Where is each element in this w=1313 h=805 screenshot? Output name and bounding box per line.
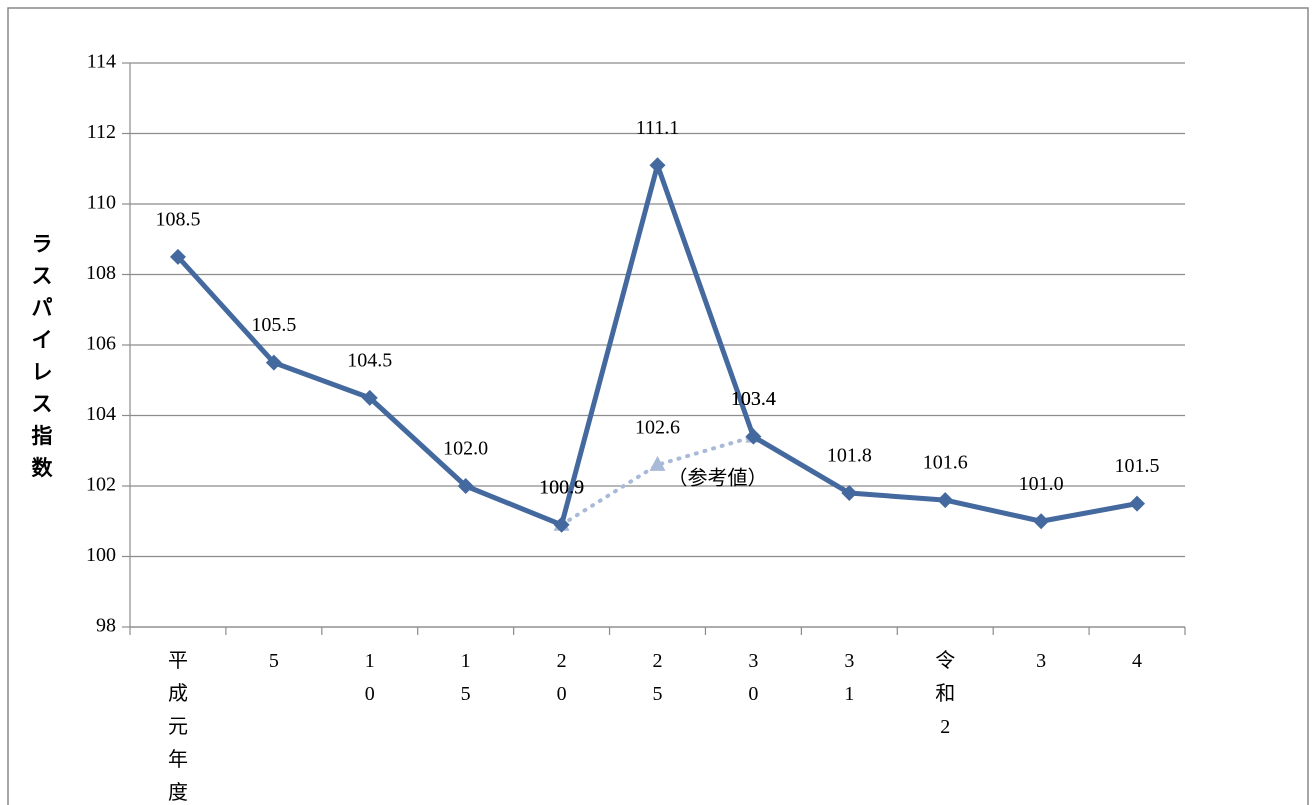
marker — [1129, 495, 1146, 512]
marker — [361, 389, 378, 406]
data-label: 100.9 — [539, 476, 584, 498]
data-label: 104.5 — [347, 349, 392, 371]
marker — [937, 492, 954, 509]
marker — [745, 428, 762, 445]
marker — [1033, 513, 1050, 530]
y-axis-title: ラスパイレス指数 — [32, 232, 54, 480]
data-label: 105.5 — [251, 314, 296, 336]
x-tick-label: 平成元年度 — [168, 650, 188, 804]
y-tick-label: 98 — [96, 615, 116, 637]
marker — [457, 478, 474, 494]
series-line — [559, 434, 756, 527]
marker — [169, 248, 186, 265]
marker — [649, 157, 666, 174]
data-label: 102.6 — [635, 416, 680, 438]
y-tick-label: 102 — [86, 474, 116, 496]
marker — [841, 485, 858, 502]
y-tick-label: 110 — [87, 192, 116, 214]
data-label: 101.5 — [1115, 455, 1160, 477]
data-label: 101.6 — [923, 452, 968, 474]
data-label: 101.0 — [1019, 473, 1064, 495]
x-tick-label: 令和 2 — [935, 649, 955, 738]
x-tick-label: 5 — [269, 650, 279, 672]
y-tick-label: 100 — [86, 544, 116, 566]
y-tick-label: 104 — [86, 403, 116, 425]
data-label: 111.1 — [636, 117, 680, 139]
annotation: （参考値） — [668, 466, 768, 489]
x-tick-label: 4 — [1132, 650, 1142, 672]
x-tick-label: 3 — [1036, 650, 1046, 672]
y-tick-label: 114 — [87, 51, 116, 73]
marker — [553, 516, 570, 533]
chart-border — [7, 7, 1309, 805]
data-label: 103.4 — [731, 388, 776, 410]
data-label: 103.4 — [731, 388, 776, 410]
data-label: 108.5 — [155, 208, 200, 230]
marker — [649, 455, 666, 471]
data-label: 102.0 — [443, 438, 488, 460]
data-label: 100.9 — [539, 476, 584, 498]
y-tick-label: 106 — [86, 333, 116, 355]
y-tick-label: 108 — [86, 262, 116, 284]
marker — [265, 354, 282, 371]
data-label: 101.8 — [827, 445, 872, 467]
y-tick-label: 112 — [87, 121, 116, 143]
